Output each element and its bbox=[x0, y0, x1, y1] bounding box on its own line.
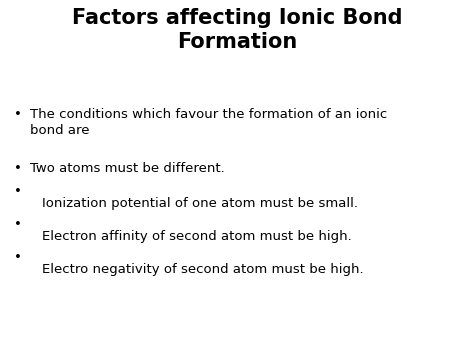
Text: •: • bbox=[14, 251, 22, 264]
Text: Factors affecting Ionic Bond
Formation: Factors affecting Ionic Bond Formation bbox=[72, 8, 402, 52]
Text: •: • bbox=[14, 218, 22, 231]
Text: •: • bbox=[14, 185, 22, 198]
Text: Two atoms must be different.: Two atoms must be different. bbox=[30, 162, 225, 175]
Text: Electron affinity of second atom must be high.: Electron affinity of second atom must be… bbox=[42, 230, 352, 243]
Text: Electro negativity of second atom must be high.: Electro negativity of second atom must b… bbox=[42, 263, 364, 276]
Text: Ionization potential of one atom must be small.: Ionization potential of one atom must be… bbox=[42, 197, 358, 210]
Text: •: • bbox=[14, 162, 22, 175]
Text: The conditions which favour the formation of an ionic
bond are: The conditions which favour the formatio… bbox=[30, 108, 387, 137]
Text: •: • bbox=[14, 108, 22, 121]
